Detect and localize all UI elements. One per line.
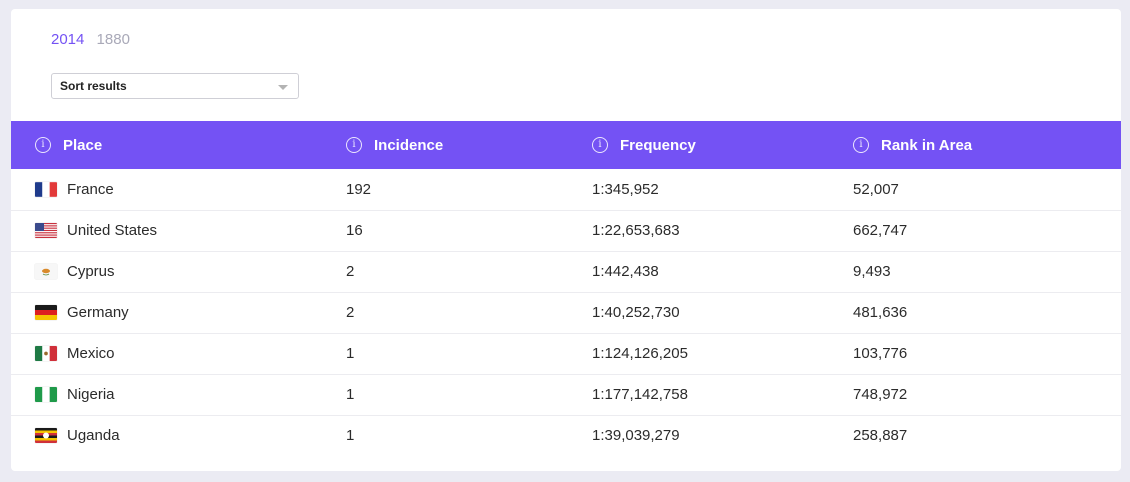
results-table: i Place i Incidence i Frequency i Rank in Ar… [11, 121, 1121, 456]
rank-cell: 481,636 [853, 304, 908, 321]
frequency-cell: 1:177,142,758 [592, 386, 688, 403]
year-tabs: 2014 1880 [51, 31, 138, 48]
sort-results-dropdown[interactable]: Sort results [51, 73, 299, 99]
frequency-cell: 1:124,126,205 [592, 345, 688, 362]
incidence-cell: 1 [346, 386, 355, 403]
table-row[interactable]: Cyprus 2 1:442,438 9,493 [11, 251, 1121, 292]
mexico-flag-icon [35, 346, 57, 361]
table-header-row: i Place i Incidence i Frequency i Rank in Ar… [11, 121, 1121, 169]
rank-cell: 748,972 [853, 386, 908, 403]
column-header-place[interactable]: i Place [11, 121, 346, 169]
frequency-cell: 1:345,952 [592, 180, 659, 198]
rank-cell: 662,747 [853, 222, 908, 239]
frequency-cell: 1:40,252,730 [592, 304, 680, 321]
place-name[interactable]: United States [67, 222, 158, 239]
info-icon[interactable]: i [853, 137, 869, 153]
rank-cell: 9,493 [853, 263, 891, 280]
nigeria-flag-icon [35, 387, 57, 402]
column-header-label: Rank in Area [881, 136, 973, 154]
info-icon[interactable]: i [35, 137, 51, 153]
info-icon[interactable]: i [592, 137, 608, 153]
place-name[interactable]: Uganda [67, 427, 120, 445]
incidence-cell: 16 [346, 222, 363, 239]
rank-cell: 258,887 [853, 427, 908, 445]
table-row[interactable]: France 192 1:345,952 52,007 [11, 169, 1121, 210]
place-name[interactable]: Nigeria [67, 386, 115, 403]
table-row[interactable]: Mexico 1 1:124,126,205 103,776 [11, 333, 1121, 374]
united-states-flag-icon [35, 223, 57, 238]
column-header-incidence[interactable]: i Incidence [346, 121, 592, 169]
column-header-label: Frequency [620, 136, 696, 154]
column-header-label: Place [63, 136, 103, 154]
column-header-frequency[interactable]: i Frequency [592, 121, 853, 169]
table-row[interactable]: Germany 2 1:40,252,730 481,636 [11, 292, 1121, 333]
results-card: 2014 1880 Sort results i Place i Incidence… [11, 9, 1121, 471]
uganda-flag-icon [35, 428, 57, 444]
year-tab-2014[interactable]: 2014 [51, 31, 85, 48]
cyprus-flag-icon [35, 264, 57, 279]
chevron-down-icon [278, 85, 288, 90]
year-tab-1880[interactable]: 1880 [96, 31, 130, 48]
table-row[interactable]: Nigeria 1 1:177,142,758 748,972 [11, 374, 1121, 415]
column-header-rank[interactable]: i Rank in Area [853, 121, 1121, 169]
frequency-cell: 1:39,039,279 [592, 427, 680, 445]
france-flag-icon [35, 181, 57, 197]
column-header-label: Incidence [374, 136, 444, 154]
incidence-cell: 2 [346, 263, 355, 280]
place-name[interactable]: Germany [67, 304, 129, 321]
rank-cell: 103,776 [853, 345, 908, 362]
incidence-cell: 1 [346, 427, 355, 445]
place-name[interactable]: Cyprus [67, 263, 115, 280]
incidence-cell: 192 [346, 180, 372, 198]
incidence-cell: 2 [346, 304, 355, 321]
sort-results-label: Sort results [60, 79, 127, 93]
rank-cell: 52,007 [853, 180, 899, 198]
info-icon[interactable]: i [346, 137, 362, 153]
place-name[interactable]: France [67, 180, 114, 198]
place-name[interactable]: Mexico [67, 345, 115, 362]
germany-flag-icon [35, 305, 57, 320]
table-row[interactable]: Uganda 1 1:39,039,279 258,887 [11, 415, 1121, 456]
frequency-cell: 1:22,653,683 [592, 222, 680, 239]
incidence-cell: 1 [346, 345, 355, 362]
table-row[interactable]: United States 16 1:22,653,683 662,747 [11, 210, 1121, 251]
frequency-cell: 1:442,438 [592, 263, 659, 280]
